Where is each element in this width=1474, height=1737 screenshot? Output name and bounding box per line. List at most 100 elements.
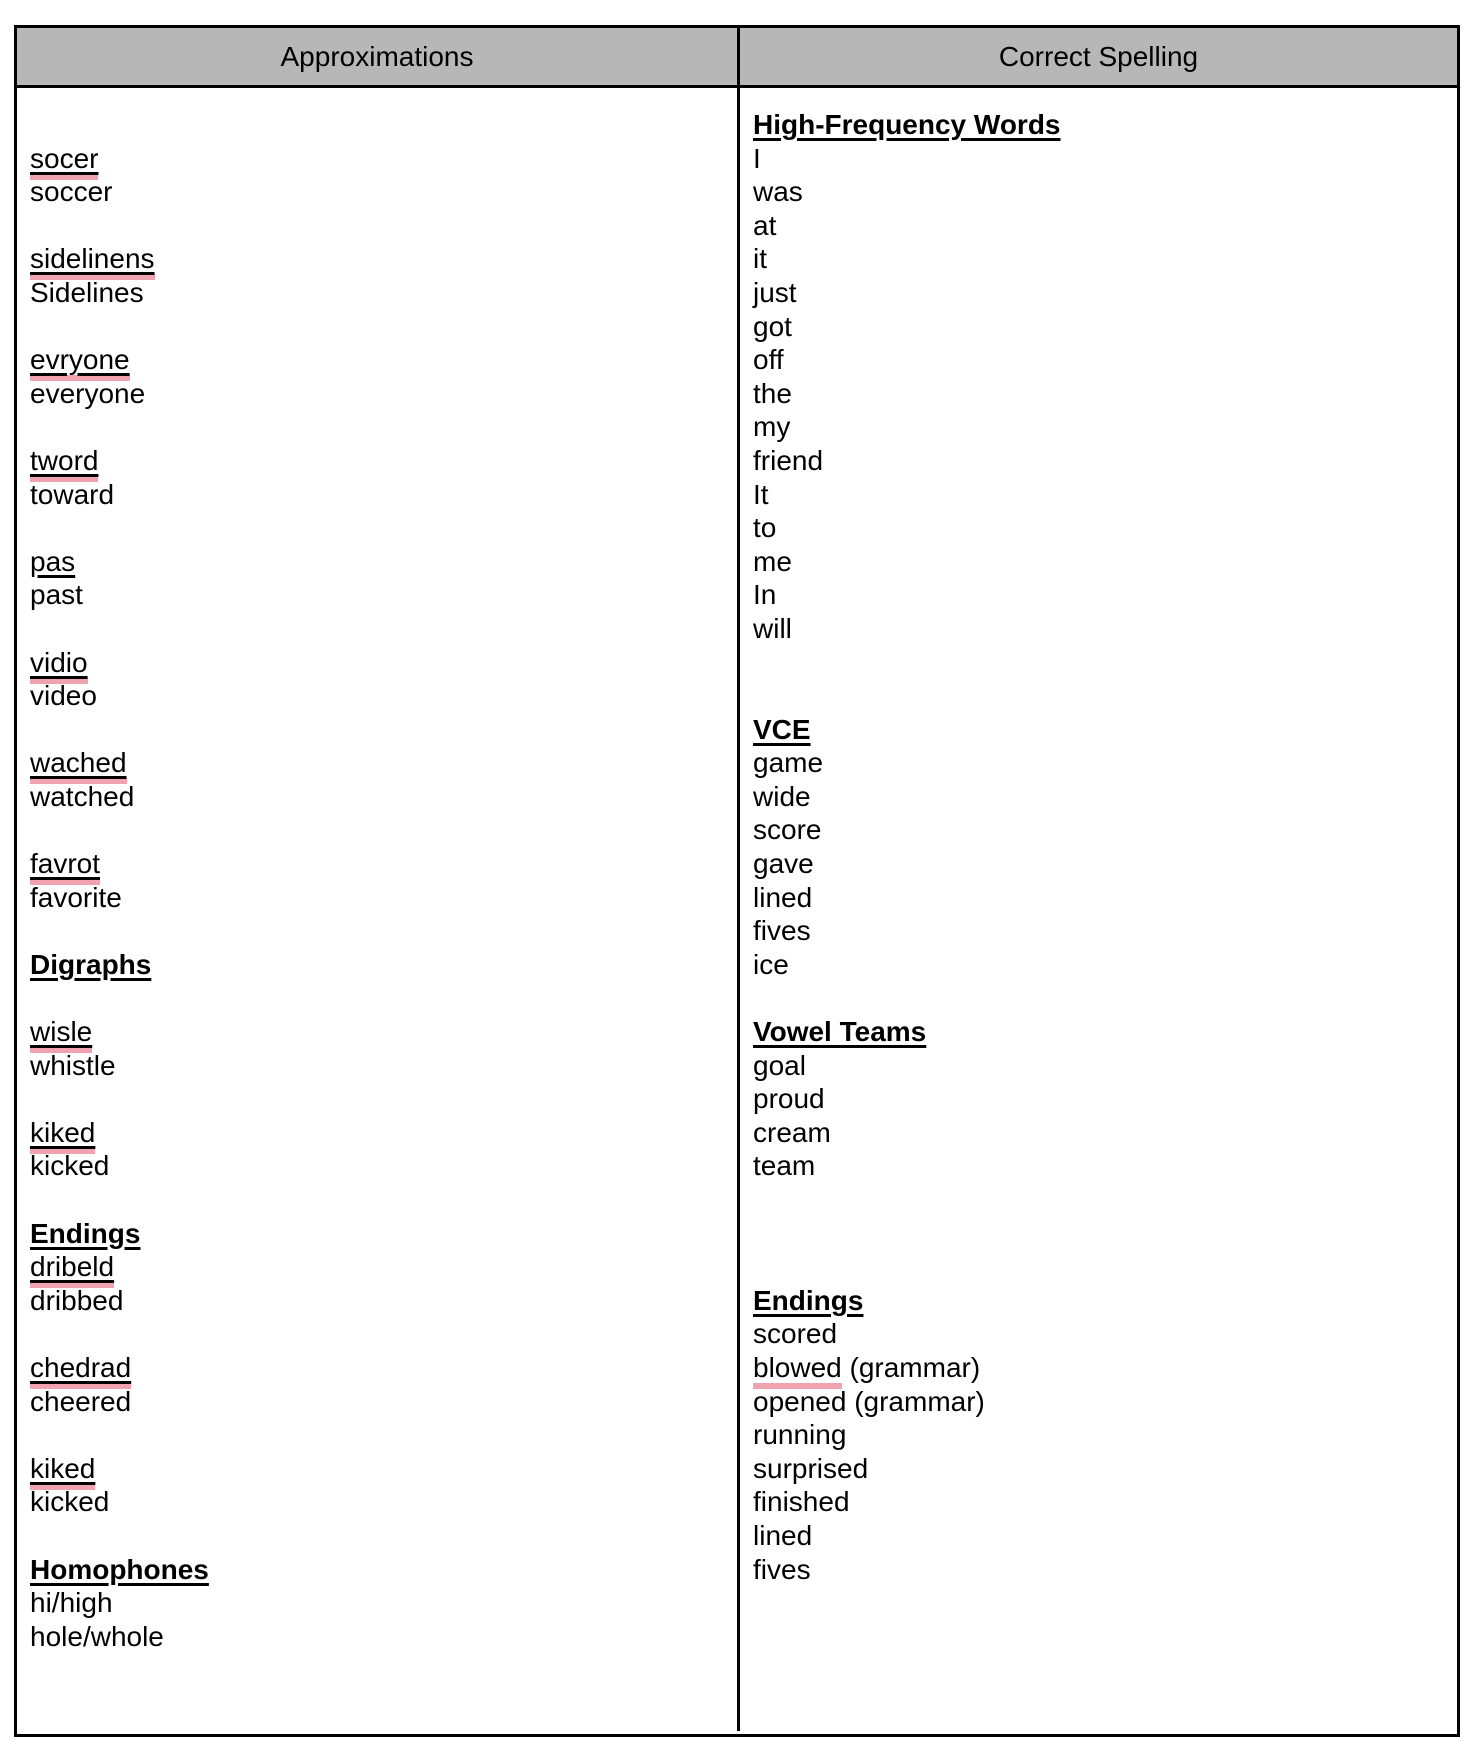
misspelled-word: wisle	[30, 1017, 93, 1054]
word-line: dribbed	[30, 1284, 724, 1318]
word: In	[753, 579, 777, 611]
word-line: lined	[753, 881, 1444, 915]
misspelled-word: dribeld	[30, 1252, 115, 1289]
word: lined	[753, 881, 813, 913]
word: kicked	[30, 1150, 110, 1182]
word: running	[753, 1419, 847, 1451]
word: fives	[753, 915, 811, 947]
word-line: to	[753, 511, 1444, 545]
word: toward	[30, 478, 115, 510]
word-line: friend	[753, 444, 1444, 478]
word-line: me	[753, 545, 1444, 579]
blank-line	[753, 679, 1444, 713]
word: soccer	[30, 176, 113, 208]
word: my	[753, 411, 791, 443]
word-line: I	[753, 142, 1444, 176]
misspelled-word: sidelinens	[30, 244, 155, 281]
blank-line	[30, 1418, 724, 1452]
blank-line	[753, 646, 1444, 680]
word-line: my	[753, 410, 1444, 444]
word-line: the	[753, 377, 1444, 411]
blank-line	[30, 914, 724, 948]
word-line: off	[753, 343, 1444, 377]
word-line: lined	[753, 1519, 1444, 1553]
word: watched	[30, 780, 135, 812]
word: got	[753, 310, 792, 342]
blank-line	[30, 981, 724, 1015]
word-line: VCE	[753, 713, 1444, 747]
word: favorite	[30, 881, 122, 913]
word: everyone	[30, 377, 146, 409]
section-heading: High-Frequency Words	[753, 109, 1061, 140]
blank-line	[30, 511, 724, 545]
word: kicked	[30, 1486, 110, 1518]
word: ice	[753, 948, 789, 980]
word-line: past	[30, 578, 724, 612]
blank-line	[753, 1183, 1444, 1217]
blank-line	[30, 108, 724, 142]
word-line: blowed (grammar)	[753, 1351, 1444, 1389]
word-line: fives	[753, 1553, 1444, 1587]
blank-line	[30, 310, 724, 344]
spelling-comparison-table: Approximations Correct Spelling socer soc…	[14, 25, 1460, 1737]
word-line: kicked	[30, 1149, 724, 1183]
word-line: team	[753, 1149, 1444, 1183]
word-line: whistle	[30, 1049, 724, 1083]
misspelled-word: socer	[30, 143, 99, 180]
section-heading: Homophones	[30, 1553, 209, 1585]
word: Sidelines	[30, 276, 144, 308]
word-line: ice	[753, 948, 1444, 982]
word-line: surprised	[753, 1452, 1444, 1486]
section-heading: Vowel Teams	[753, 1016, 927, 1048]
word-line: just	[753, 276, 1444, 310]
word: friend	[753, 444, 824, 476]
word-line: wide	[753, 780, 1444, 814]
word: was	[753, 176, 803, 208]
word-annotation: (grammar)	[841, 1351, 981, 1383]
correct-spelling-column-header: Correct Spelling	[737, 28, 1457, 85]
word-line: scored	[753, 1317, 1444, 1351]
word-line: wisle	[30, 1015, 724, 1054]
misspelled-word: favrot	[30, 849, 101, 886]
word-line: sidelinens	[30, 242, 724, 281]
word: it	[753, 243, 767, 275]
word-line: Sidelines	[30, 276, 724, 310]
word-line: opened (grammar)	[753, 1385, 1444, 1419]
word-line: was	[753, 175, 1444, 209]
word: surprised	[753, 1452, 869, 1484]
section-heading: Endings	[753, 1284, 864, 1316]
word-line: will	[753, 612, 1444, 646]
misspelled-word: evryone	[30, 345, 130, 382]
word-line: watched	[30, 780, 724, 814]
blank-line	[30, 1317, 724, 1351]
word-line: Endings	[753, 1284, 1444, 1318]
word-line: hole/whole	[30, 1620, 724, 1654]
word-line: dribeld	[30, 1250, 724, 1289]
word-line: kiked	[30, 1452, 724, 1490]
word-line: finished	[753, 1485, 1444, 1519]
word: just	[753, 276, 797, 308]
word-line: toward	[30, 478, 724, 512]
blank-line	[753, 981, 1444, 1015]
blank-line	[30, 209, 724, 243]
word-line: hi/high	[30, 1586, 724, 1620]
word-line: got	[753, 310, 1444, 344]
section-heading: VCE	[753, 713, 811, 745]
word-line: at	[753, 209, 1444, 243]
word-line: High-Frequency Words	[753, 108, 1444, 142]
word: finished	[753, 1486, 850, 1518]
misspelled-word: tword	[30, 445, 99, 482]
word-line: score	[753, 813, 1444, 847]
blank-line	[30, 813, 724, 847]
word: whistle	[30, 1049, 116, 1081]
word-line: fives	[753, 914, 1444, 948]
word: lined	[753, 1519, 813, 1551]
blank-line	[30, 1183, 724, 1217]
word-line: cream	[753, 1116, 1444, 1150]
word-line: kiked	[30, 1116, 724, 1154]
word: team	[753, 1150, 816, 1182]
misspelled-word: pas	[30, 545, 76, 577]
word: hole/whole	[30, 1620, 164, 1652]
highlighted-word: blowed	[753, 1352, 842, 1389]
